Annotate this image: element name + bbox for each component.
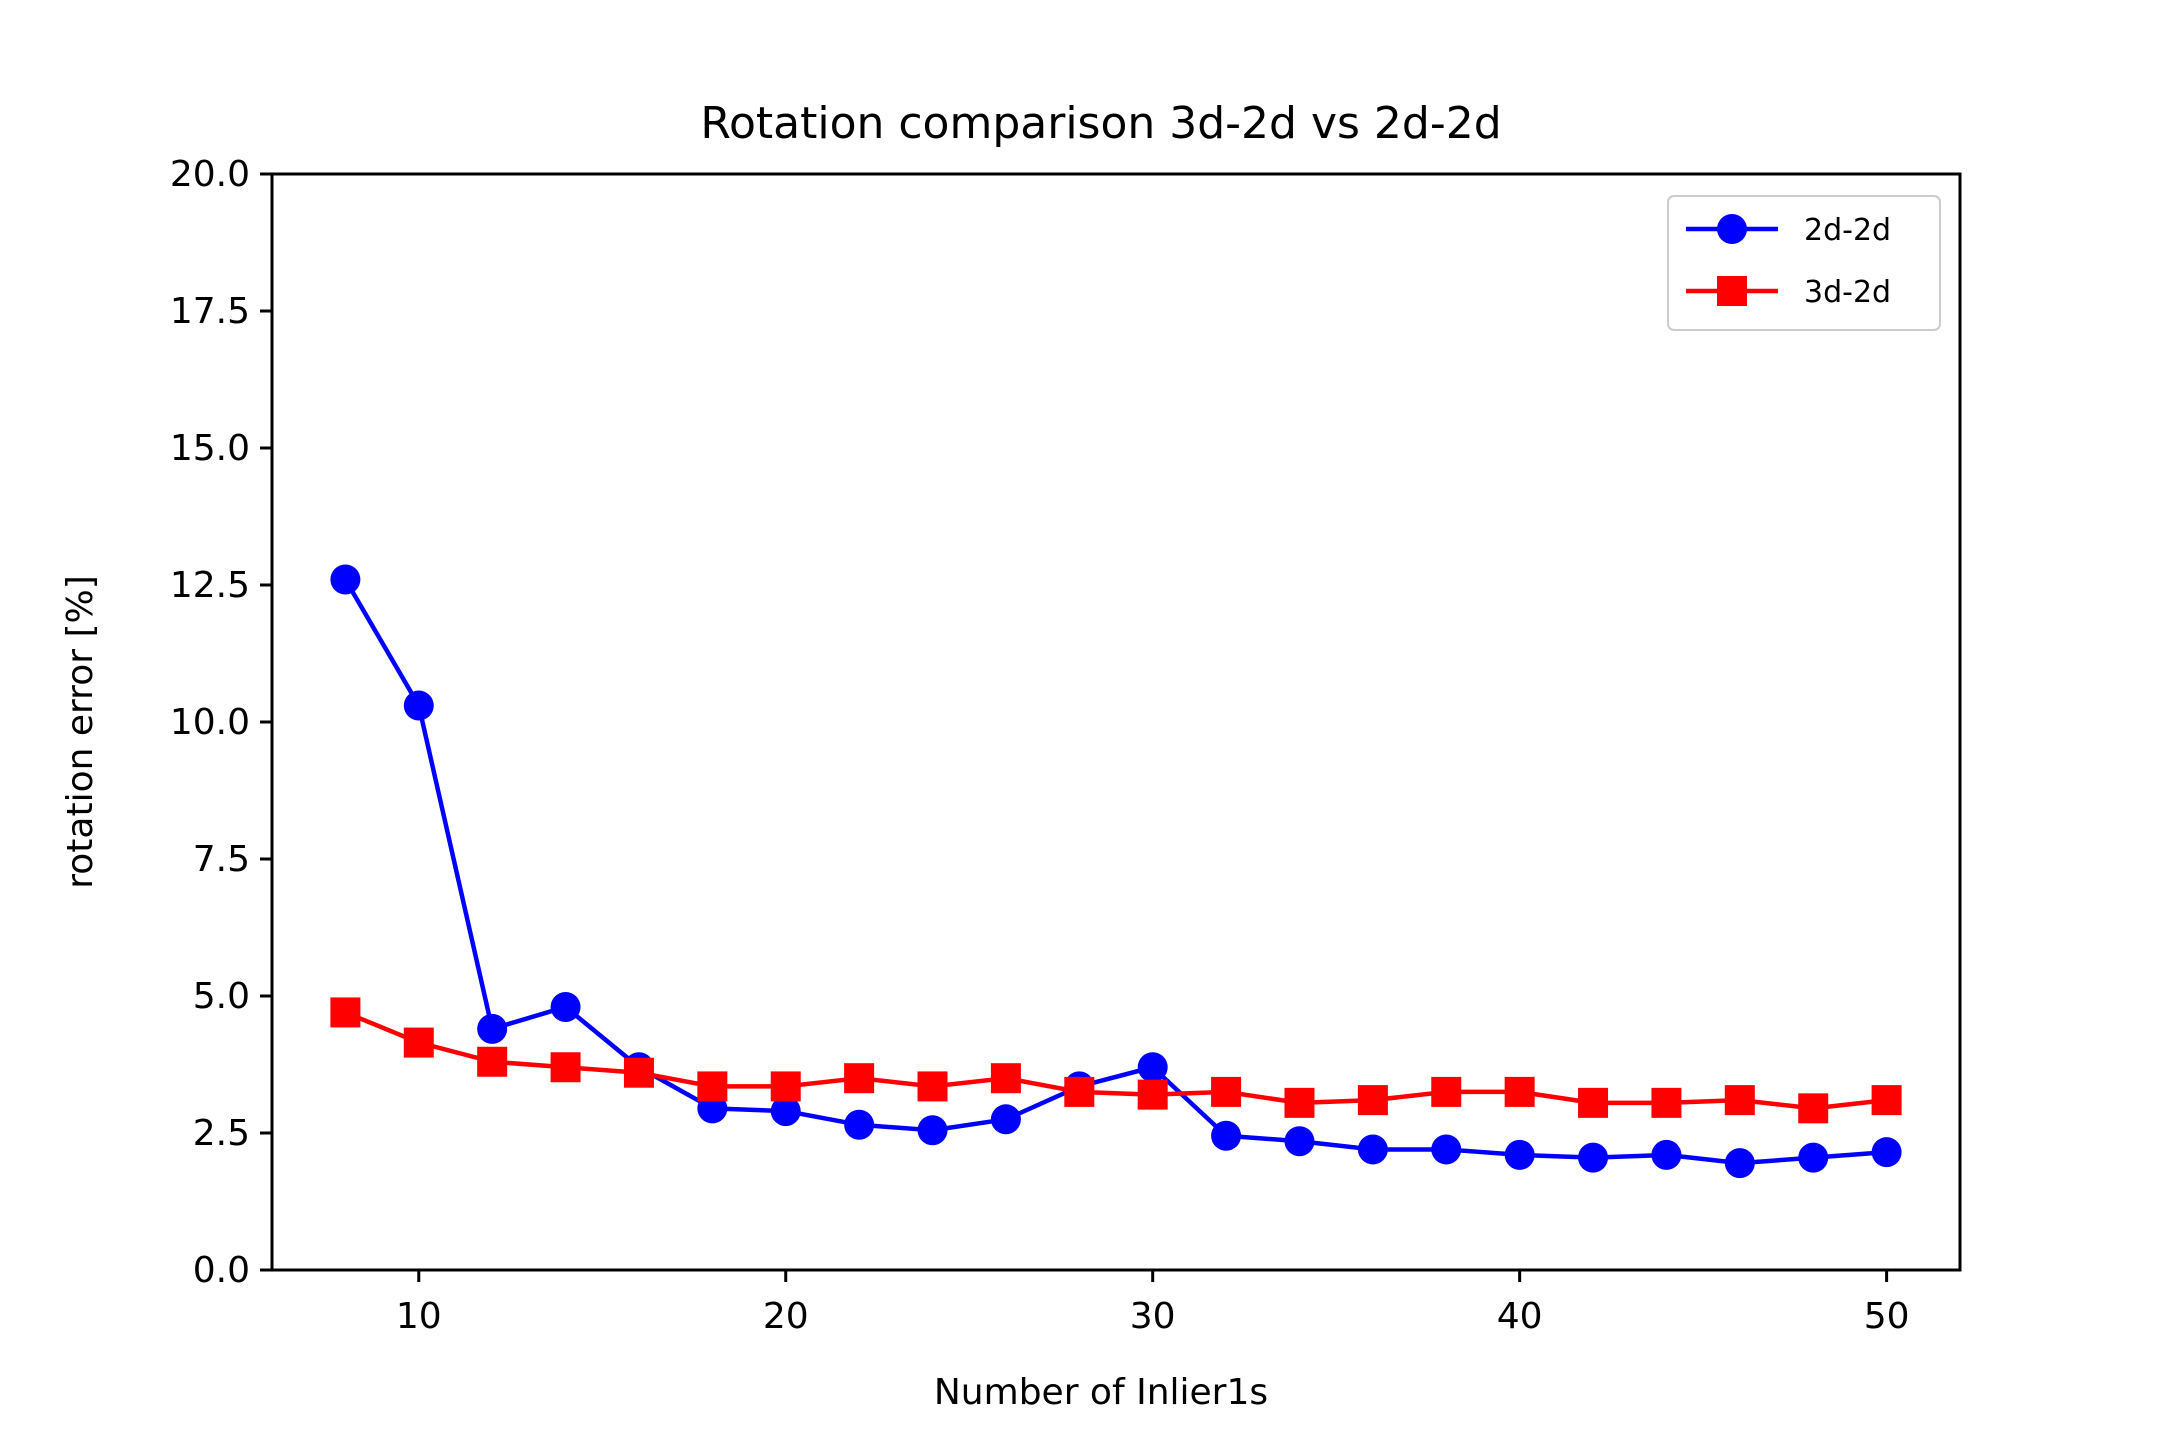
series-line-2d-2d bbox=[343, 578, 1887, 1166]
data-point-2d-2d bbox=[990, 1104, 1021, 1135]
y-axis-label: rotation error [%] bbox=[60, 575, 101, 889]
plot-frame bbox=[270, 172, 1962, 1272]
y-tick-label: 0.0 bbox=[193, 1250, 250, 1291]
legend: 2d-2d 3d-2d bbox=[1667, 195, 1941, 331]
data-point-2d-2d bbox=[1357, 1134, 1388, 1165]
legend-entry-3d-2d: 3d-2d bbox=[1686, 275, 1891, 310]
legend-entry-2d-2d: 2d-2d bbox=[1686, 213, 1891, 248]
data-point-3d-2d bbox=[550, 1052, 581, 1083]
data-point-3d-2d bbox=[1578, 1087, 1609, 1118]
chart-title: Rotation comparison 3d-2d vs 2d-2d bbox=[700, 98, 1501, 149]
x-tick-label: 30 bbox=[1130, 1296, 1176, 1337]
plot-series bbox=[330, 564, 1902, 1179]
data-point-2d-2d bbox=[1211, 1120, 1242, 1151]
data-point-2d-2d bbox=[917, 1115, 948, 1146]
data-point-2d-2d bbox=[1651, 1139, 1682, 1170]
legend-marker bbox=[1717, 276, 1747, 306]
axis-ticks: 10 20 30 40 50 0.0 2.5 5.0 7.5 10.0 12.5 15.0 17.5 20… bbox=[170, 154, 1910, 1337]
legend-marker bbox=[1717, 214, 1747, 244]
data-point-2d-2d bbox=[1431, 1134, 1462, 1165]
y-tick-label: 2.5 bbox=[193, 1113, 250, 1154]
data-point-2d-2d bbox=[477, 1013, 508, 1044]
data-point-3d-2d bbox=[1431, 1076, 1462, 1107]
legend-label: 3d-2d bbox=[1804, 275, 1891, 310]
data-point-2d-2d bbox=[330, 564, 361, 595]
x-tick-label: 40 bbox=[1497, 1296, 1543, 1337]
data-point-3d-2d bbox=[697, 1071, 728, 1102]
y-tick-label: 10.0 bbox=[170, 702, 250, 743]
data-point-3d-2d bbox=[917, 1071, 948, 1102]
x-tick-label: 20 bbox=[763, 1296, 809, 1337]
data-point-3d-2d bbox=[477, 1046, 508, 1077]
data-point-3d-2d bbox=[1651, 1087, 1682, 1118]
series-line-3d-2d bbox=[344, 1010, 1887, 1111]
data-point-2d-2d bbox=[1871, 1137, 1902, 1168]
data-point-2d-2d bbox=[1798, 1142, 1829, 1173]
y-tick-label: 5.0 bbox=[193, 976, 250, 1017]
data-point-3d-2d bbox=[623, 1057, 654, 1088]
data-point-3d-2d bbox=[1357, 1085, 1388, 1116]
data-point-3d-2d bbox=[844, 1063, 875, 1094]
data-point-3d-2d bbox=[1211, 1076, 1242, 1107]
data-point-3d-2d bbox=[1724, 1085, 1755, 1116]
x-axis-label: Number of Inlier1s bbox=[934, 1372, 1268, 1413]
y-tick-label: 7.5 bbox=[193, 839, 250, 880]
data-point-2d-2d bbox=[1578, 1142, 1609, 1173]
data-point-3d-2d bbox=[1504, 1076, 1535, 1107]
data-point-3d-2d bbox=[1137, 1079, 1168, 1110]
y-tick-label: 15.0 bbox=[170, 428, 250, 469]
data-point-3d-2d bbox=[1871, 1085, 1902, 1116]
series-3d-2d bbox=[330, 997, 1902, 1124]
y-tick-label: 17.5 bbox=[170, 291, 250, 332]
data-point-2d-2d bbox=[403, 690, 434, 721]
data-point-2d-2d bbox=[844, 1109, 875, 1140]
data-point-3d-2d bbox=[990, 1063, 1021, 1094]
x-tick-label: 10 bbox=[396, 1296, 442, 1337]
data-point-2d-2d bbox=[550, 991, 581, 1022]
x-tick-label: 50 bbox=[1864, 1296, 1910, 1337]
data-point-3d-2d bbox=[403, 1027, 434, 1058]
data-point-3d-2d bbox=[1798, 1093, 1829, 1124]
data-point-3d-2d bbox=[770, 1071, 801, 1102]
legend-label: 2d-2d bbox=[1804, 213, 1891, 248]
data-point-2d-2d bbox=[1504, 1139, 1535, 1170]
y-tick-label: 12.5 bbox=[170, 565, 250, 606]
data-point-2d-2d bbox=[1137, 1052, 1168, 1083]
data-point-2d-2d bbox=[1284, 1126, 1315, 1157]
data-point-3d-2d bbox=[1284, 1087, 1315, 1118]
data-point-2d-2d bbox=[1724, 1148, 1755, 1179]
data-point-3d-2d bbox=[330, 997, 361, 1028]
data-point-3d-2d bbox=[1064, 1076, 1095, 1107]
series-2d-2d bbox=[330, 564, 1902, 1179]
data-point-2d-2d bbox=[770, 1096, 801, 1127]
y-tick-label: 20.0 bbox=[170, 154, 250, 195]
